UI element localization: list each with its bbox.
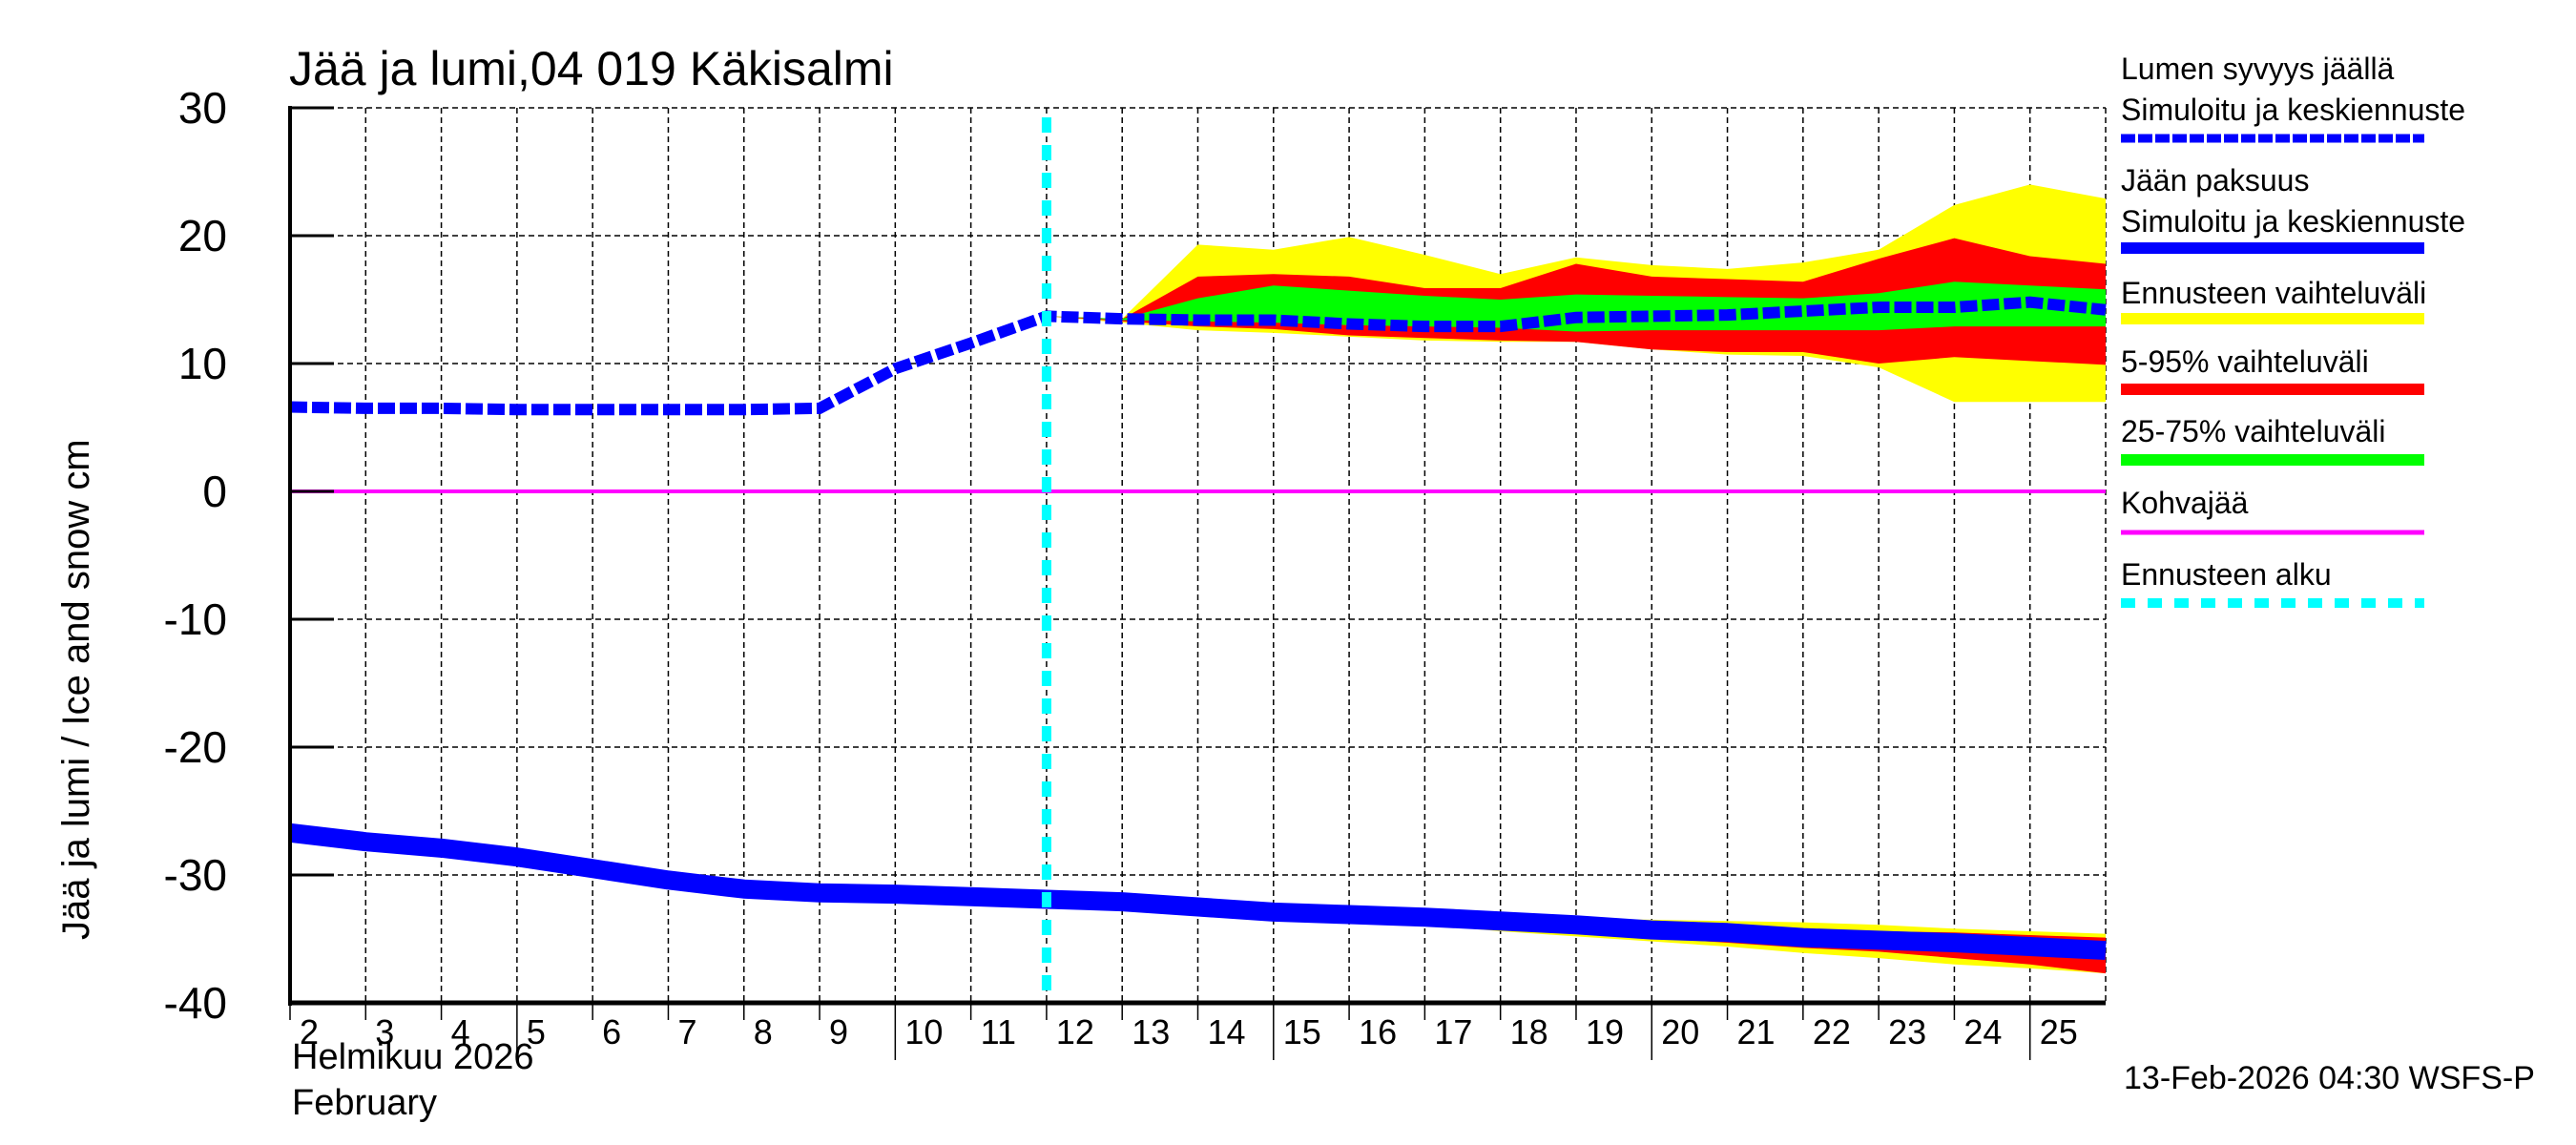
y-axis-label: Jää ja lumi / Ice and snow cm	[55, 439, 97, 940]
legend-item: 5-95% vaihteluväli	[2121, 344, 2424, 395]
legend-item: 25-75% vaihteluväli	[2121, 414, 2424, 466]
x-tick-label: 5	[527, 1012, 546, 1051]
x-tick-label: 23	[1888, 1012, 1926, 1051]
x-tick-label: 15	[1283, 1012, 1321, 1051]
legend-label: 25-75% vaihteluväli	[2121, 414, 2386, 448]
x-tick-label: 2	[300, 1012, 319, 1051]
x-tick-label: 14	[1208, 1012, 1246, 1051]
x-tick-label: 10	[904, 1012, 943, 1051]
x-tick-label: 19	[1586, 1012, 1624, 1051]
y-tick-label: 0	[202, 467, 227, 516]
x-tick-label: 9	[829, 1012, 848, 1051]
ice-thickness-line	[288, 822, 2107, 961]
x-axis-month-label: Helmikuu 2026	[292, 1037, 533, 1077]
x-tick-label: 7	[677, 1012, 696, 1051]
legend-label: Ennusteen alku	[2121, 557, 2332, 592]
x-tick-label: 4	[451, 1012, 470, 1051]
x-tick-label: 17	[1434, 1012, 1472, 1051]
chart-title: Jää ja lumi,04 019 Käkisalmi	[289, 42, 894, 95]
x-tick-label: 6	[602, 1012, 621, 1051]
legend-sublabel: Simuloitu ja keskiennuste	[2121, 93, 2465, 127]
legend-label: Lumen syvyys jäällä	[2121, 52, 2395, 86]
legend-label: Kohvajää	[2121, 486, 2249, 520]
x-tick-label: 18	[1510, 1012, 1548, 1051]
legend-item: Kohvajää	[2121, 486, 2424, 535]
timestamp-footer: 13-Feb-2026 04:30 WSFS-P	[2124, 1060, 2535, 1096]
x-tick-label: 12	[1056, 1012, 1094, 1051]
x-tick-labels: 2 3 4 5 6 7 8 9 10 11 12 13 14 15 16 17 18 19 20 21 22 23 24 25	[300, 1012, 2078, 1051]
x-tick-label: 25	[2040, 1012, 2078, 1051]
y-tick-label: -40	[164, 978, 227, 1028]
axes	[288, 106, 2106, 1060]
x-tick-label: 20	[1661, 1012, 1699, 1051]
x-tick-label: 24	[1963, 1012, 2002, 1051]
legend-item: Jään paksuus Simuloitu ja keskiennuste	[2121, 163, 2465, 254]
x-tick-label: 3	[375, 1012, 394, 1051]
legend-label: Jään paksuus	[2121, 163, 2309, 198]
x-axis-month-label-en: February	[292, 1083, 437, 1123]
legend-label: Ennusteen vaihteluväli	[2121, 276, 2426, 310]
y-tick-label: 10	[178, 339, 227, 388]
legend-sublabel: Simuloitu ja keskiennuste	[2121, 204, 2465, 239]
y-tick-label: -20	[164, 722, 227, 772]
y-tick-label: 20	[178, 211, 227, 260]
x-tick-label: 21	[1737, 1012, 1776, 1051]
legend: Lumen syvyys jäällä Simuloitu ja keskienn…	[2121, 52, 2465, 608]
legend-label: 5-95% vaihteluväli	[2121, 344, 2369, 379]
legend-item: Lumen syvyys jäällä Simuloitu ja keskienn…	[2121, 52, 2465, 143]
x-tick-label: 16	[1359, 1012, 1397, 1051]
x-tick-label: 13	[1132, 1012, 1170, 1051]
x-tick-label: 22	[1813, 1012, 1851, 1051]
y-tick-label: -30	[164, 850, 227, 900]
x-tick-label: 8	[754, 1012, 773, 1051]
y-tick-label: 30	[178, 83, 227, 133]
y-tick-label: -10	[164, 594, 227, 644]
y-tick-labels: 30 20 10 0 -10 -20 -30 -40	[164, 83, 227, 1028]
x-tick-label: 11	[981, 1012, 1016, 1051]
legend-item: Ennusteen vaihteluväli	[2121, 276, 2426, 324]
legend-item: Ennusteen alku	[2121, 557, 2424, 608]
snow-depth-line	[289, 296, 2107, 416]
